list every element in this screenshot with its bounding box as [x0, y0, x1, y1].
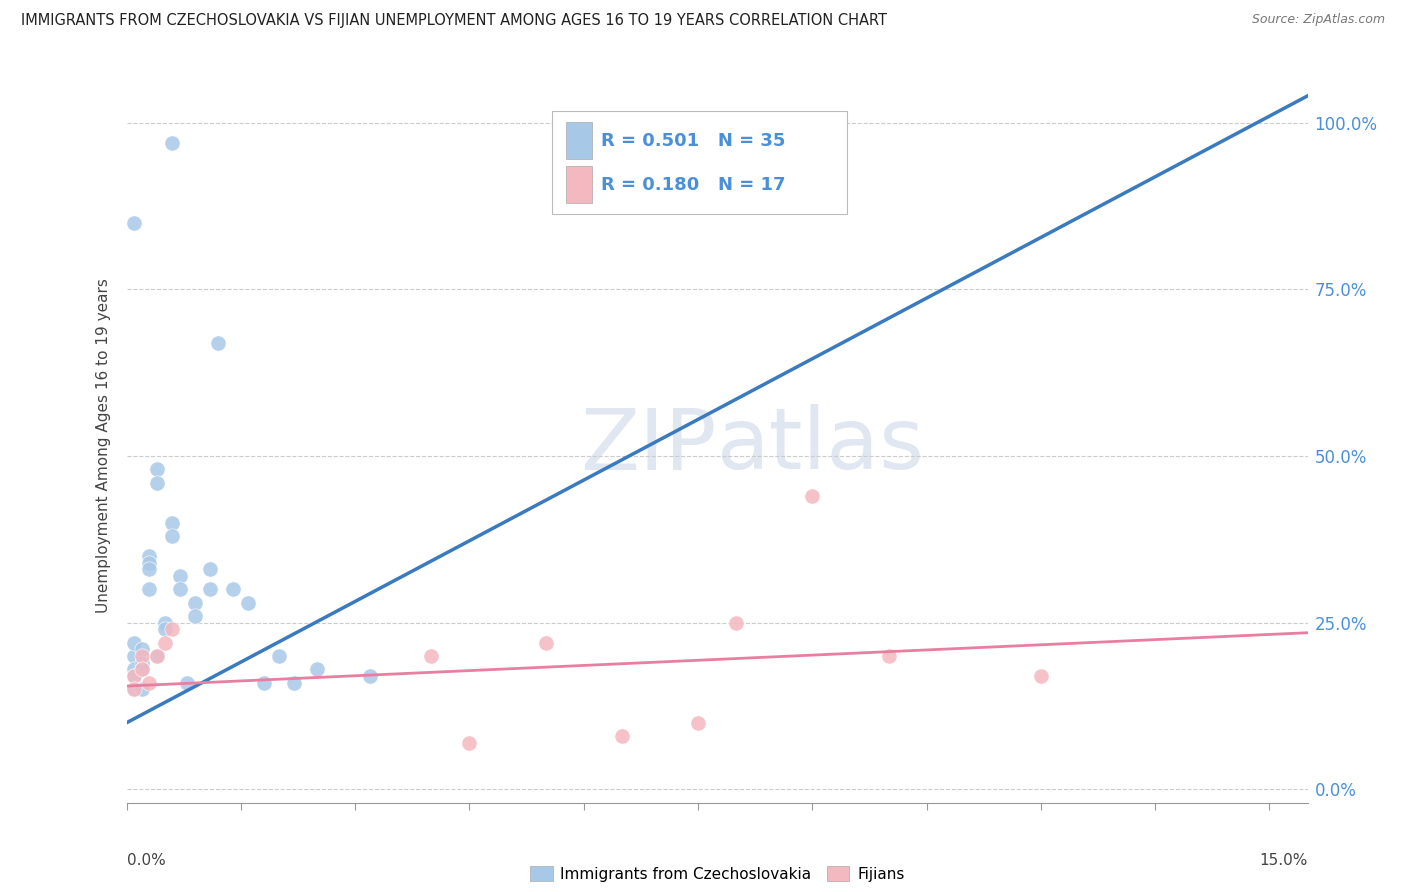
Text: atlas: atlas [717, 404, 925, 488]
Text: 0.0%: 0.0% [127, 853, 166, 868]
Point [131, 656, 153, 670]
Bar [565, 122, 592, 159]
Point [153, 623, 176, 637]
Point [146, 475, 169, 490]
Point [138, 582, 160, 597]
Bar [565, 166, 592, 203]
Point [138, 549, 160, 563]
Point [153, 615, 176, 630]
Point [305, 662, 328, 676]
Text: R = 0.180   N = 17: R = 0.180 N = 17 [602, 176, 786, 194]
Point [267, 649, 290, 664]
Point [725, 615, 748, 630]
Legend: Immigrants from Czechoslovakia, Fijians: Immigrants from Czechoslovakia, Fijians [523, 860, 911, 888]
Text: ZIP: ZIP [581, 404, 717, 488]
Point [253, 675, 276, 690]
Point [877, 649, 900, 664]
Point [131, 662, 153, 676]
Point [162, 623, 184, 637]
Point [283, 675, 305, 690]
Text: Source: ZipAtlas.com: Source: ZipAtlas.com [1251, 13, 1385, 27]
Point [131, 662, 153, 676]
Point [458, 736, 481, 750]
Point [184, 609, 207, 624]
FancyBboxPatch shape [551, 111, 846, 214]
Point [131, 682, 153, 697]
Point [153, 636, 176, 650]
Point [131, 649, 153, 664]
Text: R = 0.501   N = 35: R = 0.501 N = 35 [602, 132, 786, 150]
Point [122, 669, 145, 683]
Point [222, 582, 245, 597]
Point [122, 636, 145, 650]
Point [169, 582, 191, 597]
Point [176, 675, 198, 690]
Point [122, 682, 145, 697]
Point [162, 516, 184, 530]
Point [162, 529, 184, 543]
Point [162, 136, 184, 150]
Point [146, 462, 169, 476]
Point [200, 582, 222, 597]
Point [420, 649, 443, 664]
Point [131, 642, 153, 657]
Point [686, 715, 709, 730]
Text: 15.0%: 15.0% [1260, 853, 1308, 868]
Point [184, 596, 207, 610]
Point [610, 729, 633, 743]
Text: IMMIGRANTS FROM CZECHOSLOVAKIA VS FIJIAN UNEMPLOYMENT AMONG AGES 16 TO 19 YEARS : IMMIGRANTS FROM CZECHOSLOVAKIA VS FIJIAN… [21, 13, 887, 29]
Point [122, 682, 145, 697]
Point [200, 562, 222, 576]
Point [801, 489, 824, 503]
Point [122, 649, 145, 664]
Point [122, 669, 145, 683]
Point [146, 649, 169, 664]
Point [122, 216, 145, 230]
Y-axis label: Unemployment Among Ages 16 to 19 years: Unemployment Among Ages 16 to 19 years [96, 278, 111, 614]
Point [122, 662, 145, 676]
Point [359, 669, 381, 683]
Point [138, 562, 160, 576]
Point [138, 556, 160, 570]
Point [534, 636, 557, 650]
Point [138, 675, 160, 690]
Point [169, 569, 191, 583]
Point [238, 596, 260, 610]
Point [146, 649, 169, 664]
Point [207, 335, 229, 350]
Point [1029, 669, 1052, 683]
